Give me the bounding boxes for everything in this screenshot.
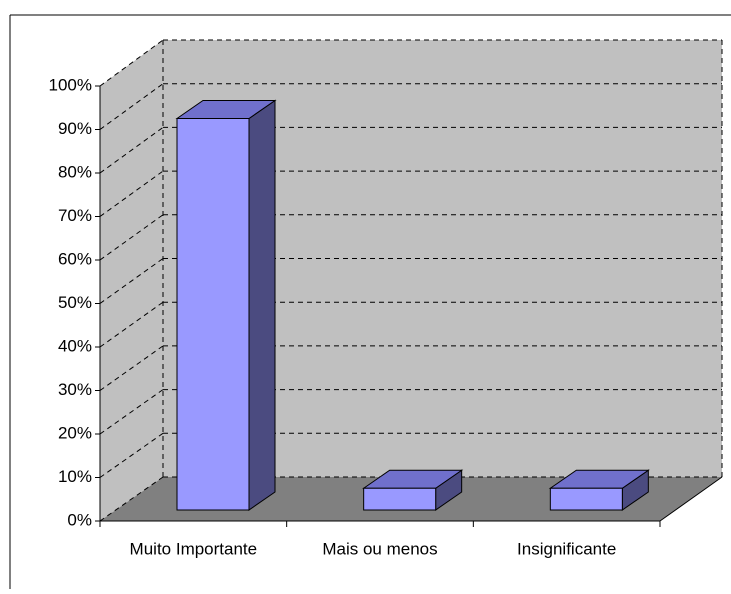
- grid-line: [99, 126, 164, 174]
- grid-line: [99, 39, 164, 87]
- y-tick-label: 80%: [58, 162, 92, 181]
- y-tick-label: 30%: [58, 380, 92, 399]
- bar: [363, 487, 437, 511]
- y-tick-label: 50%: [58, 293, 92, 312]
- x-tick-label: Muito Importante: [130, 539, 258, 558]
- y-tick-label: 20%: [58, 423, 92, 442]
- grid-line: [99, 83, 164, 130]
- floor-edge: [659, 476, 723, 522]
- y-tick-label: 90%: [58, 119, 92, 138]
- y-tick-label: 100%: [49, 75, 92, 94]
- grid-line: [99, 476, 164, 522]
- grid-line: [99, 345, 164, 391]
- y-tick-label: 0%: [67, 510, 92, 529]
- bar: [549, 487, 623, 511]
- grid-line: [99, 214, 164, 261]
- x-tick-label: Insignificante: [517, 539, 616, 558]
- x-tick-label: Mais ou menos: [322, 539, 437, 558]
- y-tick-label: 10%: [58, 467, 92, 486]
- y-tick-label: 40%: [58, 336, 92, 355]
- grid-line: [99, 301, 164, 348]
- grid-line: [99, 170, 164, 217]
- grid-line: [99, 389, 164, 435]
- y-tick-label: 70%: [58, 206, 92, 225]
- bar-side: [248, 99, 276, 511]
- y-tick-label: 60%: [58, 249, 92, 268]
- bar: [176, 118, 250, 511]
- grid-line: [99, 432, 164, 478]
- grid-line: [99, 258, 164, 304]
